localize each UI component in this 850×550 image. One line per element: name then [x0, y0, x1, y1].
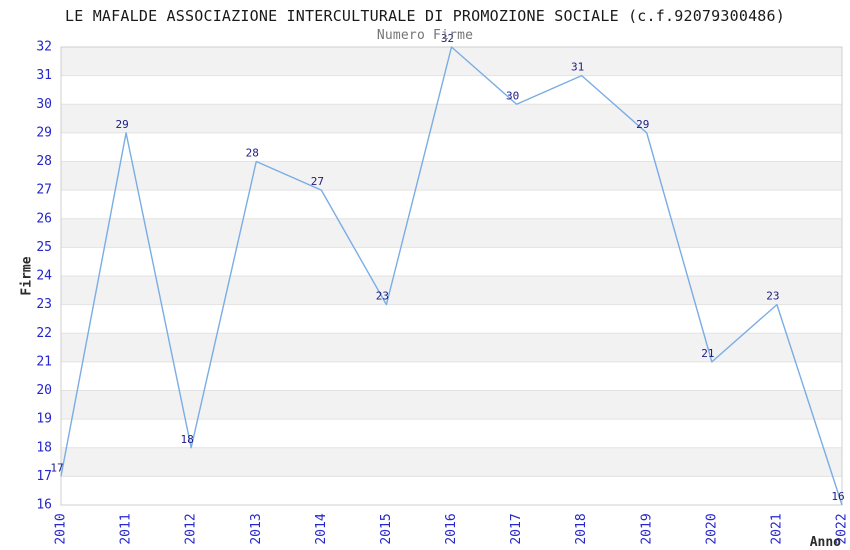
y-axis-title: Firme — [19, 256, 35, 296]
y-tick-label: 20 — [36, 383, 52, 398]
x-tick-label: 2010 — [54, 513, 69, 544]
x-tick-label: 2012 — [184, 513, 199, 544]
row-band — [61, 47, 842, 76]
data-point-label: 17 — [50, 461, 63, 474]
x-tick-label: 2020 — [704, 513, 719, 544]
data-point-label: 16 — [831, 490, 844, 503]
data-point-label: 18 — [181, 433, 194, 446]
data-point-label: 30 — [506, 89, 519, 102]
data-point-label: 29 — [636, 118, 649, 131]
y-tick-label: 18 — [36, 440, 52, 455]
y-tick-label: 25 — [36, 240, 52, 255]
y-tick-label: 16 — [36, 498, 52, 513]
data-point-label: 28 — [246, 147, 259, 160]
y-tick-label: 22 — [36, 326, 52, 341]
x-tick-label: 2017 — [509, 513, 524, 544]
row-band — [61, 161, 842, 191]
chart-subtitle: Numero Firme — [376, 28, 474, 43]
y-tick-label: 24 — [36, 269, 52, 284]
chart-title: LE MAFALDE ASSOCIAZIONE INTERCULTURALE D… — [65, 7, 785, 25]
x-tick-label: 2016 — [444, 513, 459, 544]
data-point-label: 32 — [441, 32, 454, 45]
y-tick-label: 30 — [36, 97, 52, 112]
row-band — [61, 333, 842, 362]
x-axis-title: Anno — [809, 535, 841, 550]
y-tick-label: 28 — [36, 154, 52, 169]
y-tick-label: 17 — [36, 469, 52, 484]
data-point-label: 23 — [766, 290, 779, 303]
data-point-label: 23 — [376, 290, 389, 303]
row-band — [61, 104, 842, 133]
y-tick-label: 32 — [36, 40, 52, 55]
y-tick-label: 26 — [36, 211, 52, 226]
y-tick-label: 31 — [36, 68, 52, 83]
y-tick-label: 23 — [36, 297, 52, 312]
y-tick-label: 29 — [36, 125, 52, 140]
x-tick-label: 2021 — [769, 513, 784, 544]
x-tick-label: 2013 — [249, 513, 264, 544]
data-point-label: 31 — [571, 61, 584, 74]
data-point-label: 27 — [311, 175, 324, 188]
data-point-label: 29 — [115, 118, 128, 131]
x-tick-label: 2011 — [119, 513, 134, 544]
x-tick-label: 2019 — [639, 513, 654, 544]
series-line — [60, 46, 843, 506]
x-tick-label: 2022 — [835, 513, 850, 544]
y-tick-label: 21 — [36, 354, 52, 369]
x-tick-label: 2018 — [574, 513, 589, 544]
x-tick-label: 2014 — [314, 513, 329, 544]
y-tick-label: 19 — [36, 412, 52, 427]
row-band — [61, 447, 842, 477]
y-tick-label: 27 — [36, 183, 52, 198]
row-band — [61, 276, 842, 305]
x-tick-label: 2015 — [379, 513, 394, 544]
row-band — [61, 390, 842, 420]
row-band — [61, 218, 842, 248]
data-point-label: 21 — [701, 347, 714, 360]
